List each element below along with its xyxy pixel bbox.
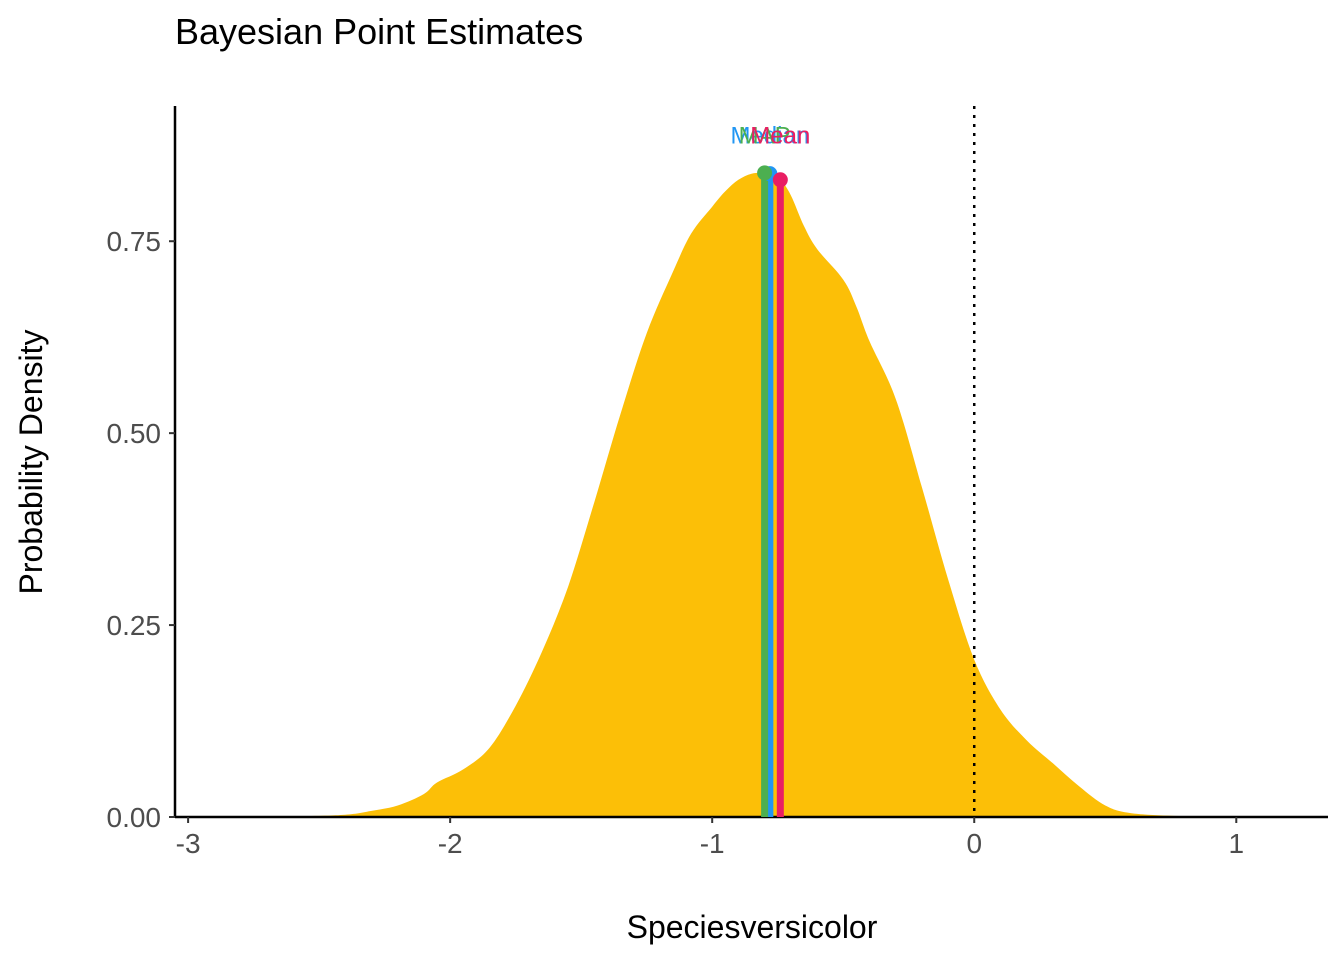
density-area [175,172,1328,817]
y-tick-label: 0.50 [107,418,162,449]
y-tick-label: 0.25 [107,610,162,641]
x-axis-title: Speciesversicolor [627,909,878,945]
estimate-label-mean: Mean [750,123,810,150]
estimate-point-map [757,165,773,181]
chart-title: Bayesian Point Estimates [175,11,583,52]
x-tick-label: -2 [438,828,463,859]
x-tick-label: -3 [176,828,201,859]
x-tick-label: 0 [966,828,982,859]
estimate-point-mean [772,172,788,188]
y-tick-label: 0.00 [107,802,162,833]
y-axis-title: Probability Density [13,330,49,595]
x-tick-label: -1 [700,828,725,859]
y-tick-label: 0.75 [107,226,162,257]
estimate-label-map: MAP [739,123,791,150]
plot-area [175,106,1328,817]
x-tick-label: 1 [1228,828,1244,859]
estimate-label-median: Median [730,123,809,150]
axes: -3 -2 -1 0 1 0.00 0.25 0.50 0.75 [107,106,1328,859]
